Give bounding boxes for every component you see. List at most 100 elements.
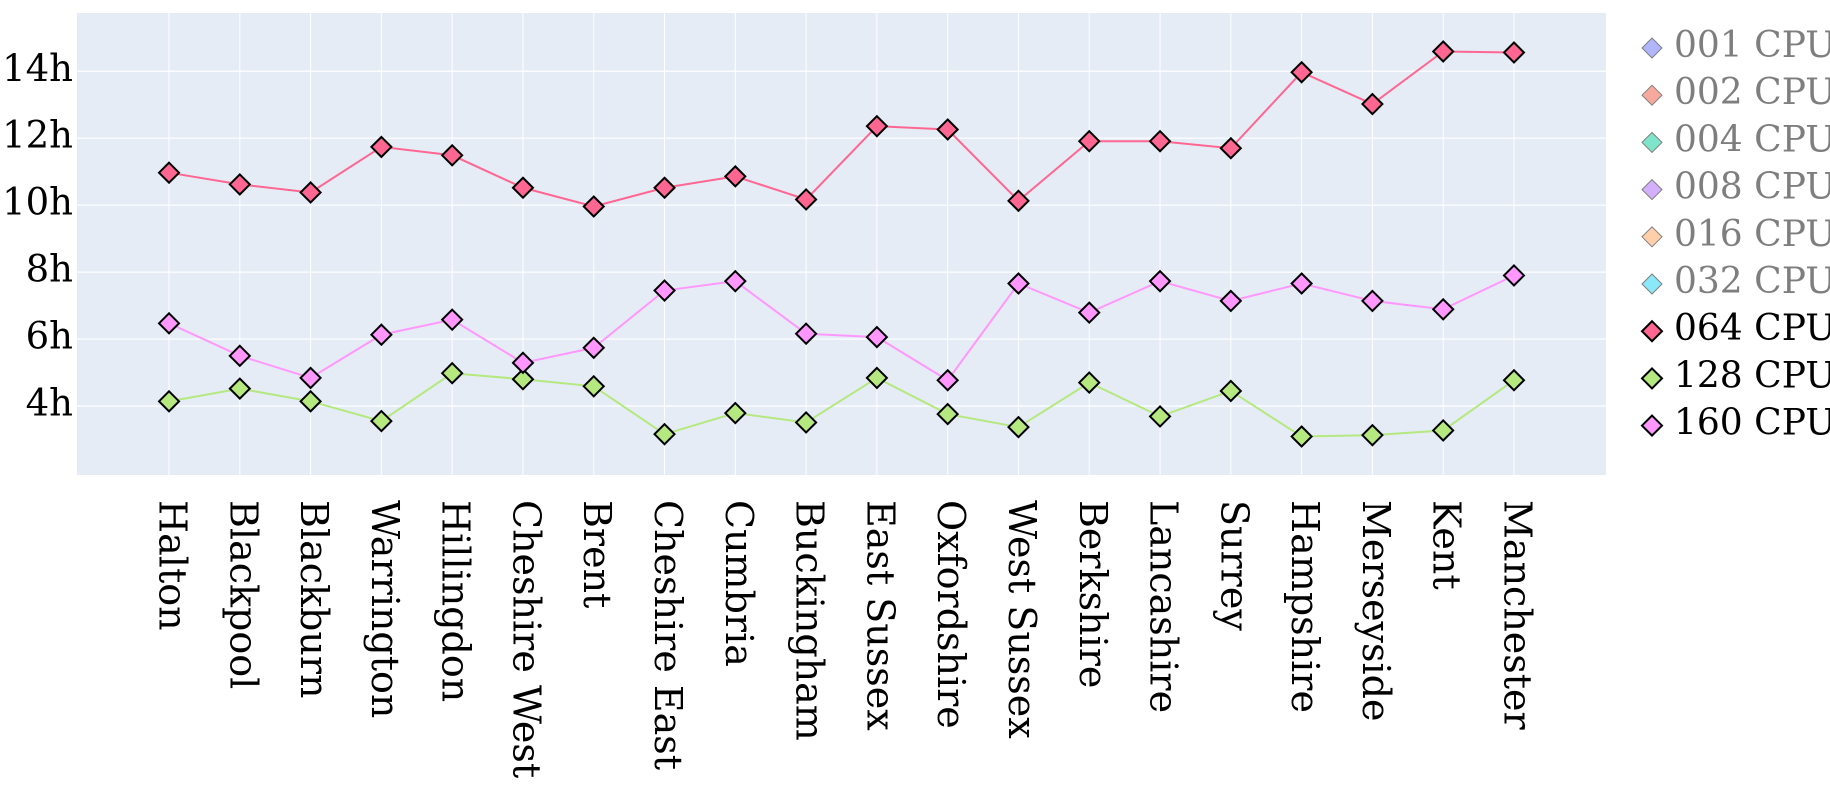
legend-marker	[1640, 319, 1664, 343]
data-point	[228, 377, 252, 401]
x-tick-label: Oxfordshire	[929, 500, 973, 729]
series-line	[168, 274, 1515, 382]
data-point	[157, 311, 181, 335]
x-tick-label: Berkshire	[1071, 500, 1115, 688]
data-point	[794, 411, 818, 434]
data-point	[653, 422, 676, 446]
data-point	[511, 176, 535, 200]
legend-label: 004 CPU	[1674, 119, 1830, 160]
data-point	[1360, 92, 1384, 116]
y-tick-label: 4h	[26, 382, 73, 425]
x-tick-label: Blackpool	[221, 500, 265, 689]
data-point	[440, 361, 464, 385]
data-point	[794, 322, 818, 346]
data-point	[1360, 423, 1384, 447]
x-tick-label: Merseyside	[1354, 500, 1398, 722]
data-point	[1290, 425, 1314, 448]
data-point	[1290, 272, 1314, 295]
legend-marker	[1641, 226, 1663, 248]
data-point	[865, 114, 889, 138]
plot-background	[77, 13, 1606, 475]
data-point	[369, 135, 393, 159]
x-tick-label: West Sussex	[1000, 500, 1044, 739]
x-tick-label: Brent	[575, 500, 619, 608]
legend-item[interactable]: 128 CPU	[1640, 355, 1830, 396]
x-tick-label: Buckingham	[788, 500, 832, 741]
x-tick-label: East Sussex	[858, 500, 902, 731]
x-tick-label: Hampshire	[1283, 500, 1327, 713]
legend-marker	[1640, 414, 1664, 438]
legend-label: 016 CPU	[1674, 214, 1830, 255]
y-tick-label: 6h	[26, 315, 73, 358]
series-line	[168, 50, 1514, 208]
data-point	[1431, 297, 1455, 321]
x-tick-label: Hillingdon	[434, 500, 478, 702]
data-point	[582, 374, 606, 398]
x-tick-label: Cheshire West	[504, 500, 548, 778]
legend-item[interactable]: 001 CPU	[1641, 25, 1830, 66]
data-point	[1431, 419, 1455, 442]
data-point	[865, 366, 889, 390]
legend-item[interactable]: 002 CPU	[1641, 72, 1830, 113]
data-point	[1007, 415, 1030, 439]
data-point	[1219, 289, 1243, 313]
legend-item[interactable]: 064 CPU	[1640, 308, 1830, 349]
data-point	[1219, 136, 1243, 160]
legend-marker	[1641, 37, 1663, 59]
legend-item[interactable]: 004 CPU	[1641, 119, 1830, 160]
data-point	[1148, 404, 1172, 428]
legend-label: 001 CPU	[1674, 25, 1830, 66]
data-point	[157, 389, 181, 413]
legend-marker	[1641, 84, 1663, 106]
data-point	[157, 161, 181, 185]
data-point	[1360, 289, 1384, 313]
legend-item[interactable]: 032 CPU	[1641, 261, 1830, 302]
legend-label: 064 CPU	[1674, 308, 1830, 349]
x-tick-label: Cheshire East	[646, 500, 690, 770]
data-point	[723, 269, 747, 293]
data-point	[1502, 368, 1526, 392]
y-tick-label: 8h	[26, 248, 73, 291]
data-point	[1077, 371, 1101, 395]
x-tick-label: Lancashire	[1142, 500, 1186, 713]
legend-item[interactable]: 160 CPU	[1640, 403, 1830, 444]
data-point	[1148, 129, 1172, 153]
x-tick-label: Warrington	[363, 500, 407, 718]
x-tick-label: Cumbria	[717, 500, 761, 667]
data-point	[653, 279, 676, 302]
legend-marker	[1640, 366, 1664, 390]
data-point	[936, 402, 960, 426]
data-point	[1007, 272, 1030, 295]
data-point	[440, 308, 464, 332]
data-point	[369, 323, 393, 347]
data-point	[1219, 379, 1243, 403]
data-point	[1148, 269, 1172, 293]
y-tick-label: 10h	[2, 181, 73, 224]
data-point	[1077, 129, 1101, 153]
data-point	[511, 351, 535, 375]
data-point	[440, 143, 464, 167]
data-point	[582, 336, 606, 360]
data-point	[936, 368, 960, 392]
data-point	[1290, 60, 1314, 84]
data-point	[794, 188, 818, 211]
data-point	[299, 366, 323, 390]
legend-label: 002 CPU	[1674, 72, 1830, 113]
data-point	[228, 344, 252, 368]
series-line	[168, 372, 1515, 438]
data-point	[1431, 40, 1455, 63]
x-tick-label: Blackburn	[292, 500, 336, 698]
x-tick-label: Kent	[1425, 500, 1469, 590]
data-point	[1077, 301, 1101, 325]
legend-label: 008 CPU	[1674, 167, 1830, 208]
x-tick-label: Surrey	[1212, 500, 1256, 631]
x-tick-label: Manchester	[1495, 500, 1539, 731]
data-point	[653, 176, 676, 200]
data-point	[1007, 189, 1030, 213]
data-point	[299, 181, 323, 204]
data-point	[865, 325, 889, 349]
legend-label: 128 CPU	[1674, 355, 1830, 396]
legend-item[interactable]: 016 CPU	[1641, 214, 1830, 255]
legend-item[interactable]: 008 CPU	[1641, 167, 1830, 208]
